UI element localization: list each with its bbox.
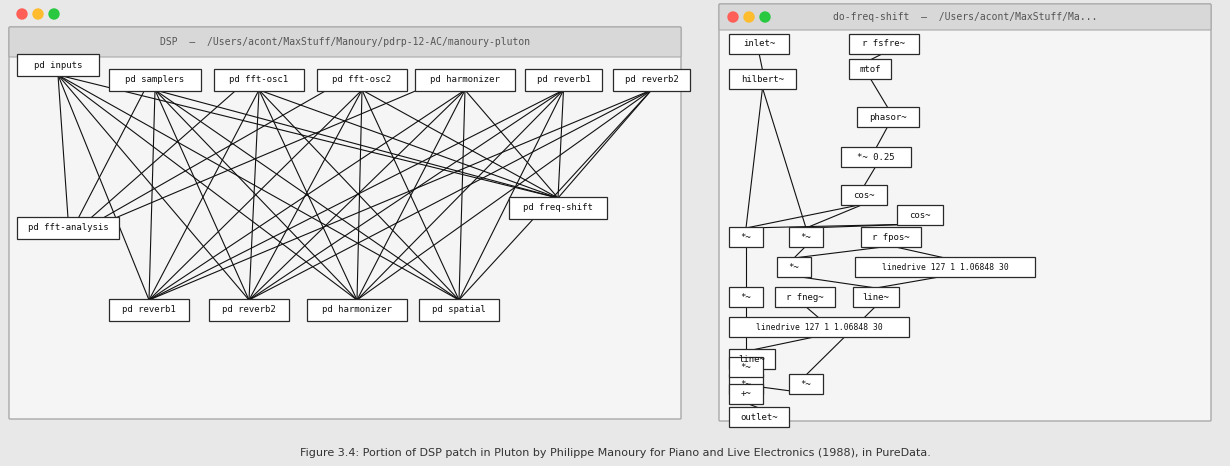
FancyBboxPatch shape — [17, 217, 119, 239]
FancyBboxPatch shape — [415, 69, 515, 91]
FancyBboxPatch shape — [729, 227, 763, 247]
Circle shape — [49, 9, 59, 19]
FancyBboxPatch shape — [729, 357, 763, 377]
Text: linedrive 127 1 1.06848 30: linedrive 127 1 1.06848 30 — [882, 262, 1009, 272]
Text: line~: line~ — [862, 293, 889, 302]
Text: pd harmonizer: pd harmonizer — [430, 75, 499, 84]
Text: *~: *~ — [740, 363, 752, 371]
FancyBboxPatch shape — [849, 59, 891, 79]
Text: pd reverb2: pd reverb2 — [223, 306, 276, 315]
FancyBboxPatch shape — [729, 317, 909, 337]
Text: pd fft-osc2: pd fft-osc2 — [332, 75, 391, 84]
Text: phasor~: phasor~ — [870, 112, 907, 122]
FancyBboxPatch shape — [841, 185, 887, 205]
FancyBboxPatch shape — [720, 4, 1212, 30]
FancyBboxPatch shape — [857, 107, 919, 127]
Text: hilbert~: hilbert~ — [740, 75, 784, 83]
FancyBboxPatch shape — [17, 54, 98, 76]
Text: mtof: mtof — [860, 64, 881, 74]
FancyBboxPatch shape — [729, 384, 763, 404]
Text: DSP  –  /Users/acont/MaxStuff/Manoury/pdrp-12-AC/manoury-pluton: DSP – /Users/acont/MaxStuff/Manoury/pdrp… — [160, 37, 530, 47]
FancyBboxPatch shape — [777, 257, 811, 277]
FancyBboxPatch shape — [855, 257, 1034, 277]
Circle shape — [760, 12, 770, 22]
FancyBboxPatch shape — [9, 27, 681, 57]
FancyBboxPatch shape — [729, 69, 796, 89]
Text: pd reverb1: pd reverb1 — [122, 306, 176, 315]
Text: pd spatial: pd spatial — [432, 306, 486, 315]
FancyBboxPatch shape — [788, 227, 823, 247]
FancyBboxPatch shape — [729, 287, 763, 307]
Text: *~: *~ — [740, 379, 752, 389]
FancyBboxPatch shape — [109, 69, 200, 91]
Text: pd freq-shift: pd freq-shift — [523, 204, 593, 212]
Text: line~: line~ — [738, 355, 765, 363]
Text: *~: *~ — [801, 379, 812, 389]
FancyBboxPatch shape — [729, 407, 788, 427]
Text: pd fft-analysis: pd fft-analysis — [28, 224, 108, 233]
FancyBboxPatch shape — [849, 34, 919, 54]
FancyBboxPatch shape — [209, 299, 289, 321]
Text: r fpos~: r fpos~ — [872, 233, 910, 241]
Text: pd reverb1: pd reverb1 — [536, 75, 590, 84]
Text: Figure 3.4: Portion of DSP patch in Pluton by Philippe Manoury for Piano and Liv: Figure 3.4: Portion of DSP patch in Plut… — [300, 448, 930, 458]
Circle shape — [17, 9, 27, 19]
FancyBboxPatch shape — [729, 374, 763, 394]
Text: cos~: cos~ — [854, 191, 875, 199]
Text: pd harmonizer: pd harmonizer — [322, 306, 392, 315]
FancyBboxPatch shape — [729, 34, 788, 54]
Text: *~ 0.25: *~ 0.25 — [857, 152, 894, 162]
FancyBboxPatch shape — [613, 69, 690, 91]
Text: outlet~: outlet~ — [740, 412, 777, 422]
FancyBboxPatch shape — [861, 227, 921, 247]
Circle shape — [744, 12, 754, 22]
FancyBboxPatch shape — [775, 287, 835, 307]
FancyBboxPatch shape — [317, 69, 407, 91]
Text: inlet~: inlet~ — [743, 40, 775, 48]
FancyBboxPatch shape — [109, 299, 189, 321]
FancyBboxPatch shape — [788, 374, 823, 394]
FancyBboxPatch shape — [525, 69, 601, 91]
Text: pd samplers: pd samplers — [125, 75, 184, 84]
Text: *~: *~ — [740, 293, 752, 302]
Text: pd fft-osc1: pd fft-osc1 — [230, 75, 289, 84]
FancyBboxPatch shape — [897, 205, 943, 225]
FancyBboxPatch shape — [419, 299, 499, 321]
FancyBboxPatch shape — [852, 287, 899, 307]
Text: do-freq-shift  –  /Users/acont/MaxStuff/Ma...: do-freq-shift – /Users/acont/MaxStuff/Ma… — [833, 12, 1097, 22]
FancyBboxPatch shape — [214, 69, 304, 91]
Text: pd inputs: pd inputs — [33, 61, 82, 69]
FancyBboxPatch shape — [720, 4, 1212, 421]
Text: *~: *~ — [740, 233, 752, 241]
FancyBboxPatch shape — [841, 147, 911, 167]
Circle shape — [728, 12, 738, 22]
Text: *~: *~ — [788, 262, 800, 272]
Text: r fneg~: r fneg~ — [786, 293, 824, 302]
Circle shape — [33, 9, 43, 19]
FancyBboxPatch shape — [308, 299, 407, 321]
Text: *~: *~ — [801, 233, 812, 241]
Text: pd reverb2: pd reverb2 — [625, 75, 679, 84]
Text: cos~: cos~ — [909, 211, 931, 219]
Text: r fsfre~: r fsfre~ — [862, 40, 905, 48]
FancyBboxPatch shape — [509, 197, 606, 219]
Text: +~: +~ — [740, 390, 752, 398]
Text: linedrive 127 1 1.06848 30: linedrive 127 1 1.06848 30 — [755, 322, 882, 331]
FancyBboxPatch shape — [9, 27, 681, 419]
FancyBboxPatch shape — [729, 349, 775, 369]
